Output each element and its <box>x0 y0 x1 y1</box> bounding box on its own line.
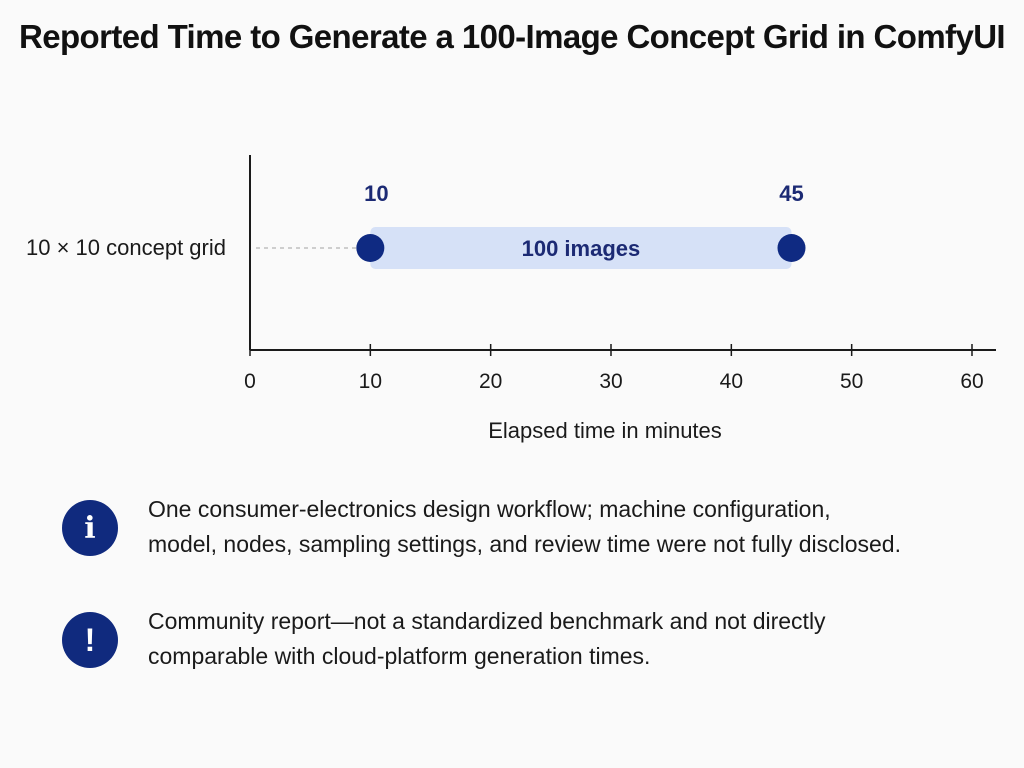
range-end-marker <box>777 234 806 262</box>
x-tick-label: 10 <box>359 370 382 393</box>
info-icon: i <box>62 500 118 556</box>
x-tick-label: 60 <box>960 370 983 393</box>
note-caveat-text: Community report—not a standardized benc… <box>148 604 826 674</box>
x-tick-label: 40 <box>720 370 743 393</box>
x-tick-label: 20 <box>479 370 502 393</box>
x-tick-label: 0 <box>244 370 256 393</box>
range-start-label: 10 <box>364 181 388 206</box>
note-disclosure-text: One consumer-electronics design workflow… <box>148 492 901 562</box>
x-tick-label: 50 <box>840 370 863 393</box>
note-disclosure: i One consumer-electronics design workfl… <box>62 496 962 562</box>
x-tick-label: 30 <box>599 370 622 393</box>
warning-icon: ! <box>62 612 118 668</box>
range-bar <box>370 227 792 269</box>
chart-title: Reported Time to Generate a 100-Image Co… <box>18 18 1006 55</box>
note-disclosure-line-2: model, nodes, sampling settings, and rev… <box>148 531 901 557</box>
range-bar-label: 100 images <box>522 236 641 261</box>
note-caveat-line-1: Community report—not a standardized benc… <box>148 608 826 634</box>
range-end-label: 45 <box>779 181 803 206</box>
note-disclosure-line-1: One consumer-electronics design workflow… <box>148 496 831 522</box>
range-chart: 0 10 20 30 40 50 60 Elapsed time in minutes 10 ×… <box>26 155 996 443</box>
note-caveat-line-2: comparable with cloud-platform generatio… <box>148 643 651 669</box>
x-axis-label: Elapsed time in minutes <box>488 418 722 443</box>
range-start-marker <box>356 234 385 262</box>
category-label: 10 × 10 concept grid <box>26 235 226 260</box>
note-caveat: ! Community report—not a standardized be… <box>62 608 962 674</box>
